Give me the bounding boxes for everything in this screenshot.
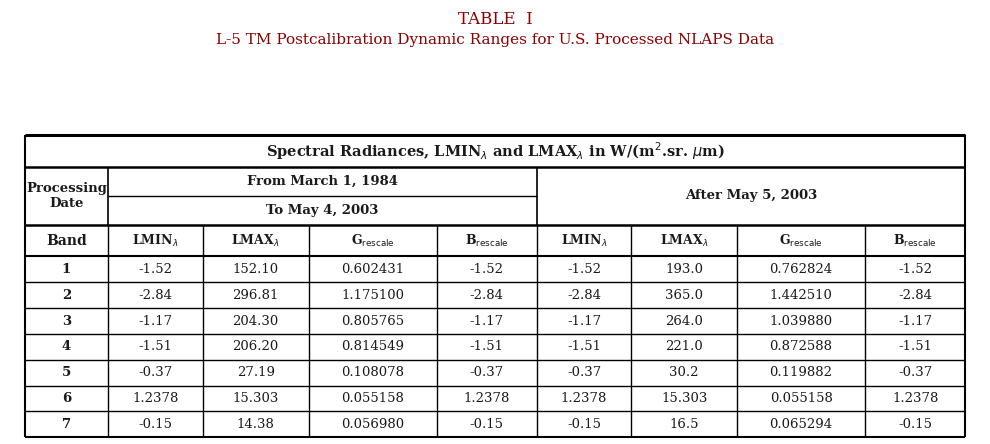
Text: 30.2: 30.2 [669,366,699,379]
Text: 2: 2 [61,289,71,301]
Text: -2.84: -2.84 [139,289,172,301]
Text: B$_{\rm rescale}$: B$_{\rm rescale}$ [464,233,509,249]
Text: -0.37: -0.37 [898,366,933,379]
Text: 14.38: 14.38 [237,418,274,431]
Text: L-5 TM Postcalibration Dynamic Ranges for U.S. Processed NLAPS Data: L-5 TM Postcalibration Dynamic Ranges fo… [216,33,774,48]
Text: 4: 4 [61,341,71,353]
Text: 365.0: 365.0 [665,289,703,301]
Text: 16.5: 16.5 [669,418,699,431]
Text: -0.37: -0.37 [139,366,172,379]
Text: 1: 1 [61,263,71,276]
Text: 204.30: 204.30 [233,314,279,328]
Text: 0.108078: 0.108078 [342,366,404,379]
Text: 0.055158: 0.055158 [342,392,404,405]
Text: -1.52: -1.52 [898,263,933,276]
Text: 27.19: 27.19 [237,366,274,379]
Text: -1.52: -1.52 [567,263,601,276]
Text: 152.10: 152.10 [233,263,279,276]
Text: TABLE  I: TABLE I [457,11,533,28]
Text: -0.15: -0.15 [898,418,933,431]
Text: 3: 3 [62,314,71,328]
Text: Band: Band [47,234,87,248]
Text: -2.84: -2.84 [469,289,504,301]
Text: -1.17: -1.17 [469,314,504,328]
Text: -1.51: -1.51 [139,341,172,353]
Text: 1.2378: 1.2378 [892,392,939,405]
Text: 1.175100: 1.175100 [342,289,404,301]
Text: -0.15: -0.15 [567,418,601,431]
Text: LMIN$_\lambda$: LMIN$_\lambda$ [561,233,607,249]
Text: -2.84: -2.84 [567,289,601,301]
Text: 193.0: 193.0 [665,263,703,276]
Text: 15.303: 15.303 [233,392,279,405]
Text: -0.15: -0.15 [469,418,504,431]
Text: After May 5, 2003: After May 5, 2003 [685,190,817,202]
Text: LMAX$_\lambda$: LMAX$_\lambda$ [660,233,709,249]
Text: 5: 5 [61,366,71,379]
Text: 0.872588: 0.872588 [769,341,833,353]
Text: 296.81: 296.81 [233,289,279,301]
Text: -1.17: -1.17 [898,314,933,328]
Text: 7: 7 [62,418,71,431]
Text: -1.17: -1.17 [139,314,172,328]
Text: 1.2378: 1.2378 [133,392,179,405]
Text: 0.055158: 0.055158 [769,392,833,405]
Text: LMIN$_\lambda$: LMIN$_\lambda$ [133,233,178,249]
Text: 0.065294: 0.065294 [769,418,833,431]
Text: G$_{\rm rescale}$: G$_{\rm rescale}$ [350,233,394,249]
Text: 0.814549: 0.814549 [342,341,404,353]
Text: 221.0: 221.0 [665,341,703,353]
Text: -1.51: -1.51 [469,341,504,353]
Text: -1.52: -1.52 [139,263,172,276]
Text: Processing
Date: Processing Date [26,182,107,210]
Text: 1.2378: 1.2378 [561,392,607,405]
Text: Spectral Radiances, LMIN$_\lambda$ and LMAX$_\lambda$ in W/(m$^2$.sr. $\mu$m): Spectral Radiances, LMIN$_\lambda$ and L… [265,140,725,162]
Text: 15.303: 15.303 [661,392,708,405]
Text: To May 4, 2003: To May 4, 2003 [266,204,378,217]
Text: -0.15: -0.15 [139,418,172,431]
Text: LMAX$_\lambda$: LMAX$_\lambda$ [232,233,280,249]
Text: 264.0: 264.0 [665,314,703,328]
Text: -1.51: -1.51 [898,341,933,353]
Text: 0.805765: 0.805765 [341,314,404,328]
Text: 0.119882: 0.119882 [769,366,833,379]
Text: 0.762824: 0.762824 [769,263,833,276]
Text: 1.2378: 1.2378 [463,392,510,405]
Text: G$_{\rm rescale}$: G$_{\rm rescale}$ [779,233,823,249]
Text: -1.52: -1.52 [469,263,504,276]
Text: -0.37: -0.37 [469,366,504,379]
Text: 0.602431: 0.602431 [341,263,404,276]
Text: -2.84: -2.84 [898,289,933,301]
Text: -0.37: -0.37 [567,366,601,379]
Text: B$_{\rm rescale}$: B$_{\rm rescale}$ [893,233,938,249]
Text: 206.20: 206.20 [233,341,279,353]
Text: 0.056980: 0.056980 [341,418,404,431]
Text: From March 1, 1984: From March 1, 1984 [247,175,398,188]
Text: -1.17: -1.17 [567,314,601,328]
Text: -1.51: -1.51 [567,341,601,353]
Text: 6: 6 [61,392,71,405]
Text: 1.039880: 1.039880 [769,314,833,328]
Text: 1.442510: 1.442510 [769,289,833,301]
